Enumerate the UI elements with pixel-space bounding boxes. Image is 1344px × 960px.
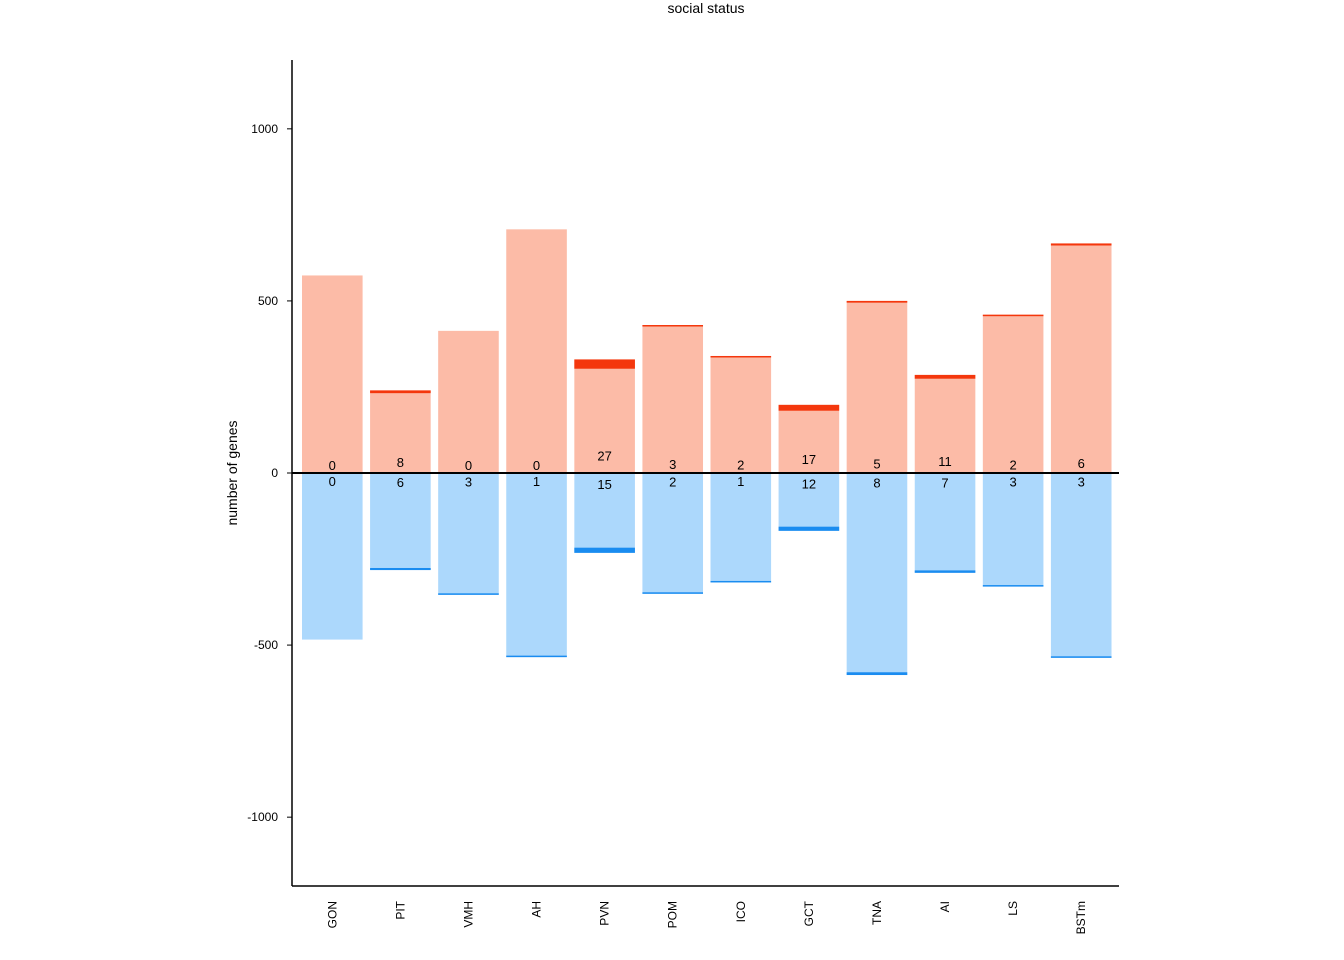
bar-down-highlight-tna	[846, 672, 908, 676]
count-up-label-vmh: 0	[465, 458, 472, 473]
count-up-label-ai: 11	[938, 454, 952, 469]
y-axis-title: number of genes	[224, 420, 240, 525]
x-tick-label-bstm: BSTm	[1074, 901, 1088, 934]
x-tick-label-pom: POM	[666, 901, 680, 928]
count-down-label-pom: 2	[669, 474, 676, 489]
bar-down-ls	[982, 473, 1044, 587]
bar-up-ai	[914, 374, 976, 473]
bar-up-highlight-ls	[982, 314, 1044, 317]
count-down-label-gon: 0	[329, 474, 336, 489]
bar-down-gon	[302, 473, 363, 640]
bar-up-tna	[846, 300, 908, 473]
count-up-label-pom: 3	[669, 457, 676, 472]
count-down-label-bstm: 3	[1078, 475, 1085, 490]
y-tick-label--500: -500	[254, 638, 278, 652]
bar-down-highlight-gct	[778, 526, 840, 531]
count-up-label-bstm: 6	[1078, 456, 1085, 471]
count-up-label-pit: 8	[397, 455, 404, 470]
x-tick-label-vmh: VMH	[461, 901, 475, 928]
count-down-label-ai: 7	[941, 475, 948, 490]
bar-up-ls	[982, 314, 1044, 473]
bar-down-ico	[710, 473, 772, 583]
y-tick-label-0: 0	[271, 466, 278, 480]
bar-up-highlight-gct	[778, 404, 840, 411]
y-tick-label-1000: 1000	[251, 122, 278, 136]
chart-title: social status	[667, 0, 744, 16]
x-tick-label-ai: AI	[938, 901, 952, 912]
y-tick-label-500: 500	[258, 294, 278, 308]
count-down-label-tna: 8	[873, 476, 880, 491]
bar-up-ico	[710, 355, 772, 473]
bar-up-pvn	[574, 359, 635, 473]
x-tick-label-pit: PIT	[393, 900, 407, 919]
bar-down-highlight-ah	[506, 655, 567, 658]
bar-down-pvn	[574, 473, 635, 553]
count-up-label-ls: 2	[1010, 457, 1017, 472]
bars-layer	[302, 229, 1112, 676]
x-tick-label-pvn: PVN	[598, 901, 612, 926]
x-tick-label-ls: LS	[1006, 901, 1020, 916]
bar-up-highlight-ico	[710, 355, 772, 358]
x-tick-label-gon: GON	[325, 901, 339, 928]
bar-down-highlight-ls	[982, 585, 1044, 587]
count-down-label-ls: 3	[1010, 475, 1017, 490]
labels-layer: 00GON86PIT03VMH01AH2715PVN32POM21ICO1712…	[247, 122, 1088, 935]
count-down-label-vmh: 3	[465, 475, 472, 490]
bar-up-highlight-ai	[914, 374, 976, 379]
bar-up-ah	[506, 229, 567, 473]
x-tick-label-ah: AH	[530, 901, 544, 918]
count-down-label-pit: 6	[397, 475, 404, 490]
bar-down-pit	[370, 473, 431, 571]
count-up-label-gon: 0	[329, 458, 336, 473]
count-up-label-ah: 0	[533, 458, 540, 473]
bar-down-gct	[778, 473, 840, 531]
count-down-label-ah: 1	[533, 474, 540, 489]
bar-up-gon	[302, 275, 363, 473]
bar-up-pit	[370, 390, 431, 473]
bar-down-highlight-ico	[710, 580, 772, 583]
bar-down-ah	[506, 473, 567, 658]
bar-down-tna	[846, 473, 908, 676]
bar-up-vmh	[438, 330, 499, 473]
bar-down-pom	[642, 473, 704, 594]
bar-down-highlight-pom	[642, 592, 704, 594]
y-tick-label--1000: -1000	[247, 810, 278, 824]
bar-up-highlight-bstm	[1050, 243, 1112, 246]
bar-up-highlight-pit	[370, 390, 431, 394]
x-tick-label-ico: ICO	[734, 901, 748, 922]
bar-down-highlight-pvn	[574, 547, 635, 553]
x-tick-label-gct: GCT	[802, 900, 816, 926]
count-down-label-pvn: 15	[597, 477, 611, 492]
bar-down-highlight-bstm	[1050, 656, 1112, 658]
x-tick-label-tna: TNA	[870, 901, 884, 925]
bar-up-pom	[642, 325, 704, 473]
count-down-label-ico: 1	[737, 474, 744, 489]
count-down-label-gct: 12	[802, 476, 816, 491]
bar-down-vmh	[438, 473, 499, 595]
bar-up-highlight-pom	[642, 325, 704, 327]
count-up-label-pvn: 27	[597, 449, 611, 464]
bar-down-highlight-ai	[914, 570, 976, 573]
bar-down-highlight-vmh	[438, 593, 499, 595]
axes-layer	[287, 60, 1119, 887]
bar-down-ai	[914, 473, 976, 573]
count-up-label-ico: 2	[737, 457, 744, 472]
bar-down-bstm	[1050, 473, 1112, 658]
bar-down-highlight-pit	[370, 567, 431, 571]
bar-up-highlight-tna	[846, 300, 908, 303]
count-up-label-tna: 5	[873, 456, 880, 471]
bar-up-bstm	[1050, 243, 1112, 473]
bar-up-highlight-pvn	[574, 359, 635, 369]
bar-up-gct	[778, 404, 840, 473]
count-up-label-gct: 17	[802, 452, 816, 467]
